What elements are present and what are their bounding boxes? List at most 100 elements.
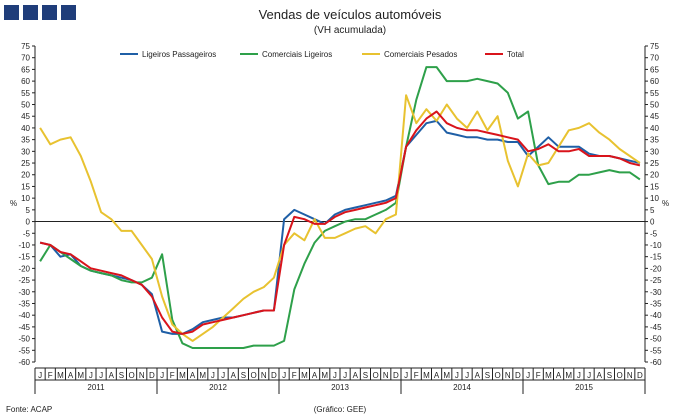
y-tick-label: -50 [650,335,662,344]
y-tick-label: -10 [18,241,30,250]
y-tick-label: 25 [650,159,659,168]
x-tick-label: M [301,371,308,380]
y-tick-label: -55 [18,346,30,355]
x-tick-label: J [38,371,42,380]
y-tick-label: -50 [18,335,30,344]
x-tick-label: D [637,371,643,380]
y-tick-label: -15 [650,253,662,262]
y-tick-label: 0 [650,218,655,227]
x-tick-label: M [443,371,450,380]
series-line-ligeiros-passageiros [39,119,641,335]
y-tick-label: 60 [650,77,659,86]
legend-label-comerciais-ligeiros: Comerciais Ligeiros [262,50,332,59]
y-tick-label: -35 [18,299,30,308]
series-line-total [39,110,641,335]
x-tick-label: J [99,371,103,380]
y-tick-label: 20 [650,171,659,180]
x-year-label: 2011 [87,383,105,392]
y-tick-label: -5 [650,229,658,238]
x-tick-label: O [372,371,378,380]
y-tick-label: -25 [650,276,662,285]
y-tick-label: 5 [650,206,655,215]
y-tick-label: 45 [21,112,30,121]
x-tick-label: J [455,371,459,380]
x-tick-label: J [577,371,581,380]
y-tick-label: 55 [21,89,30,98]
x-tick-label: J [343,371,347,380]
y-tick-label: 75 [650,42,659,51]
logo-squares-icon [4,5,76,20]
y-tick-label: 10 [21,194,30,203]
x-tick-label: D [393,371,399,380]
legend: Ligeiros Passageiros Comerciais Ligeiros C… [120,50,524,59]
x-tick-label: J [282,371,286,380]
x-tick-label: S [119,371,124,380]
x-tick-label: D [515,371,521,380]
x-tick-label: O [616,371,622,380]
y-tick-label: 20 [21,171,30,180]
x-tick-label: O [250,371,256,380]
y-tick-label: -10 [650,241,662,250]
x-tick-label: M [545,371,552,380]
y-tick-label: -40 [18,311,30,320]
x-tick-label: A [475,371,481,380]
x-tick-label: S [607,371,612,380]
x-year-label: 2013 [331,383,349,392]
y-tick-label: 40 [650,124,659,133]
legend-label-comerciais-pesados: Comerciais Pesados [384,50,457,59]
y-tick-label: -30 [650,288,662,297]
y-tick-label: -5 [23,229,31,238]
x-tick-label: F [414,371,419,380]
chart-title: Vendas de veículos automóveis [259,7,442,22]
x-tick-label: M [199,371,206,380]
plot-frame [34,46,646,362]
x-tick-label: N [505,371,511,380]
x-tick-label: N [139,371,145,380]
y-tick-label: 65 [650,65,659,74]
logo-square [42,5,57,20]
x-tick-label: M [77,371,84,380]
x-tick-label: M [57,371,64,380]
y-tick-label: 45 [650,112,659,121]
legend-label-total: Total [507,50,524,59]
x-tick-label: N [383,371,389,380]
legend-label-ligeiros-passageiros: Ligeiros Passageiros [142,50,216,59]
y-axis-left-label: % [10,199,17,208]
x-tick-label: J [211,371,215,380]
x-tick-label: F [48,371,53,380]
y-tick-label: -45 [650,323,662,332]
y-tick-label: 0 [26,218,31,227]
x-tick-label: D [271,371,277,380]
x-tick-label: S [241,371,246,380]
y-tick-label: -45 [18,323,30,332]
y-tick-label: 70 [21,54,30,63]
x-tick-label: A [190,371,196,380]
y-axis-right-label: % [662,199,669,208]
chart-subtitle: (VH acumulada) [314,25,386,36]
x-tick-label: A [597,371,603,380]
chart-credit: (Gráfico: GEE) [314,405,367,414]
x-tick-label: F [536,371,541,380]
x-year-label: 2014 [453,383,471,392]
series-line-comerciais-ligeiros [39,66,641,349]
logo-square [23,5,38,20]
x-tick-label: M [423,371,430,380]
x-tick-label: S [485,371,490,380]
x-tick-label: J [89,371,93,380]
x-tick-label: J [333,371,337,380]
x-tick-label: J [587,371,591,380]
x-tick-label: N [261,371,267,380]
x-tick-label: D [149,371,155,380]
y-tick-label: 30 [21,147,30,156]
y-tick-label: -35 [650,299,662,308]
x-tick-label: S [363,371,368,380]
y-tick-label: -20 [650,264,662,273]
logo-square [61,5,76,20]
x-tick-label: J [404,371,408,380]
x-tick-label: A [353,371,359,380]
y-tick-label: 50 [21,101,30,110]
x-tick-label: A [109,371,115,380]
y-tick-label: -60 [18,358,30,367]
